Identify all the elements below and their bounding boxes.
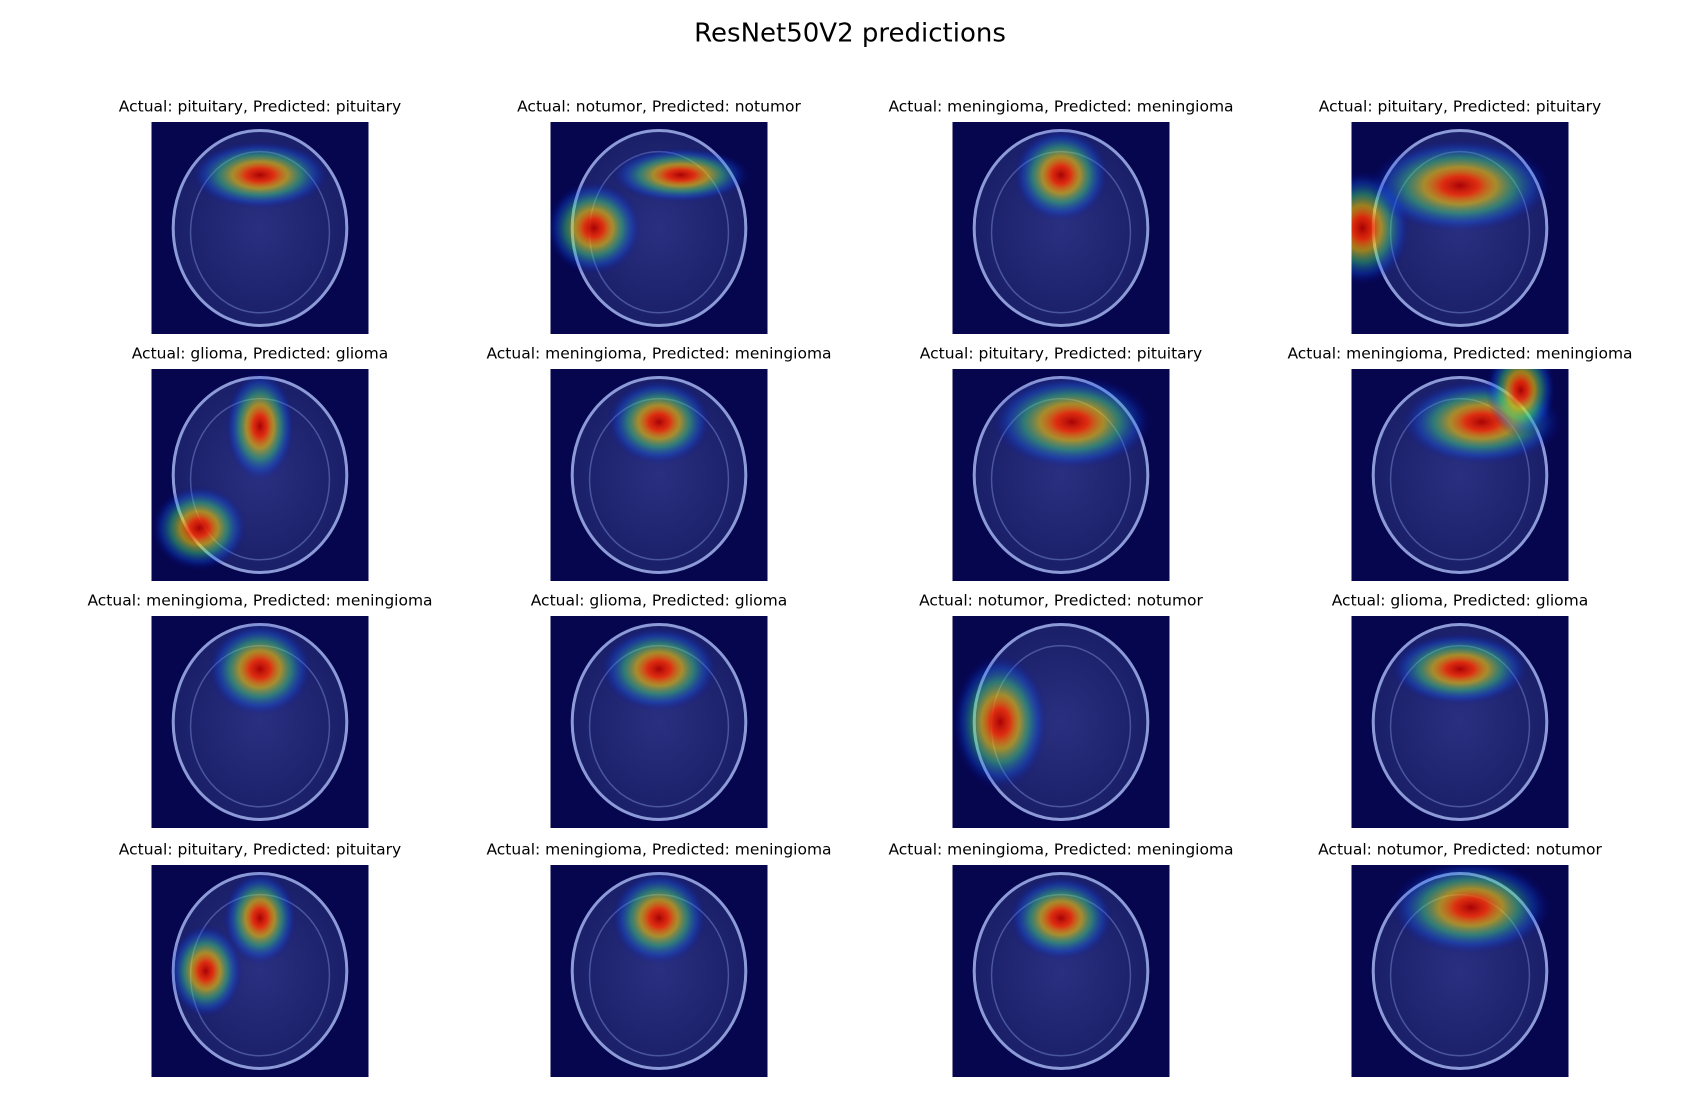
heat-spot	[225, 371, 295, 482]
heatmap	[168, 871, 297, 1018]
heat-spot	[606, 379, 712, 465]
panel-title: Actual: meningioma, Predicted: meningiom…	[486, 345, 831, 363]
mri-image	[151, 616, 369, 828]
panel-title: Actual: pituitary, Predicted: pituitary	[119, 841, 401, 859]
mri-image	[1351, 369, 1569, 581]
heat-spot	[168, 924, 243, 1018]
mri-image	[952, 122, 1170, 334]
mri-image	[952, 616, 1170, 828]
mri-image	[151, 865, 369, 1077]
heat-spot	[151, 485, 247, 571]
heat-spot	[1368, 138, 1552, 233]
heat-spot	[611, 871, 707, 965]
heat-spot	[1013, 128, 1109, 222]
figure-title: ResNet50V2 predictions	[694, 19, 1006, 49]
heatmap	[952, 654, 1048, 790]
heatmap	[1013, 128, 1109, 222]
heat-spot	[223, 871, 297, 965]
heatmap	[600, 626, 718, 712]
panel-title: Actual: pituitary, Predicted: pituitary	[1319, 98, 1601, 116]
heat-spot	[1008, 875, 1114, 961]
heatmap	[1390, 632, 1530, 706]
panel-title: Actual: glioma, Predicted: glioma	[531, 592, 788, 610]
heat-spot	[550, 181, 642, 275]
mri-image	[952, 369, 1170, 581]
mri-image	[1351, 865, 1569, 1077]
heatmap	[1401, 369, 1562, 465]
heatmap	[606, 379, 712, 465]
heatmap	[1008, 875, 1114, 961]
panel-title: Actual: notumor, Predicted: notumor	[919, 592, 1203, 610]
panel-title: Actual: pituitary, Predicted: pituitary	[920, 345, 1202, 363]
heatmap	[1390, 865, 1552, 955]
mri-image	[550, 122, 768, 334]
heat-spot	[207, 622, 313, 716]
heat-spot	[952, 654, 1048, 790]
panel-title: Actual: meningioma, Predicted: meningiom…	[486, 841, 831, 859]
panel-title: Actual: glioma, Predicted: glioma	[1332, 592, 1589, 610]
panel-title: Actual: notumor, Predicted: notumor	[1318, 841, 1602, 859]
heatmap	[550, 147, 751, 275]
heat-spot	[1390, 865, 1552, 955]
mri-image	[1351, 122, 1569, 334]
mri-image	[550, 865, 768, 1077]
mri-image	[151, 122, 369, 334]
heatmap	[991, 375, 1153, 469]
mri-image	[550, 616, 768, 828]
heatmap	[190, 141, 330, 209]
panel-title: Actual: meningioma, Predicted: meningiom…	[87, 592, 432, 610]
mri-image	[151, 369, 369, 581]
mri-image	[952, 865, 1170, 1077]
heat-spot	[1486, 369, 1556, 437]
heatmap	[207, 622, 313, 716]
panel-title: Actual: meningioma, Predicted: meningiom…	[1287, 345, 1632, 363]
panel-title: Actual: meningioma, Predicted: meningiom…	[888, 98, 1233, 116]
heat-spot	[1390, 632, 1530, 706]
mri-image	[550, 369, 768, 581]
heat-spot	[190, 141, 330, 209]
heat-spot	[611, 147, 751, 203]
panel-title: Actual: glioma, Predicted: glioma	[132, 345, 389, 363]
heatmap	[611, 871, 707, 965]
heatmap	[1351, 138, 1552, 286]
heat-spot	[600, 626, 718, 712]
panel-title: Actual: notumor, Predicted: notumor	[517, 98, 801, 116]
panel-title: Actual: pituitary, Predicted: pituitary	[119, 98, 401, 116]
panel-title: Actual: meningioma, Predicted: meningiom…	[888, 841, 1233, 859]
heatmap	[151, 371, 295, 571]
mri-image	[1351, 616, 1569, 828]
heat-spot	[991, 375, 1153, 469]
